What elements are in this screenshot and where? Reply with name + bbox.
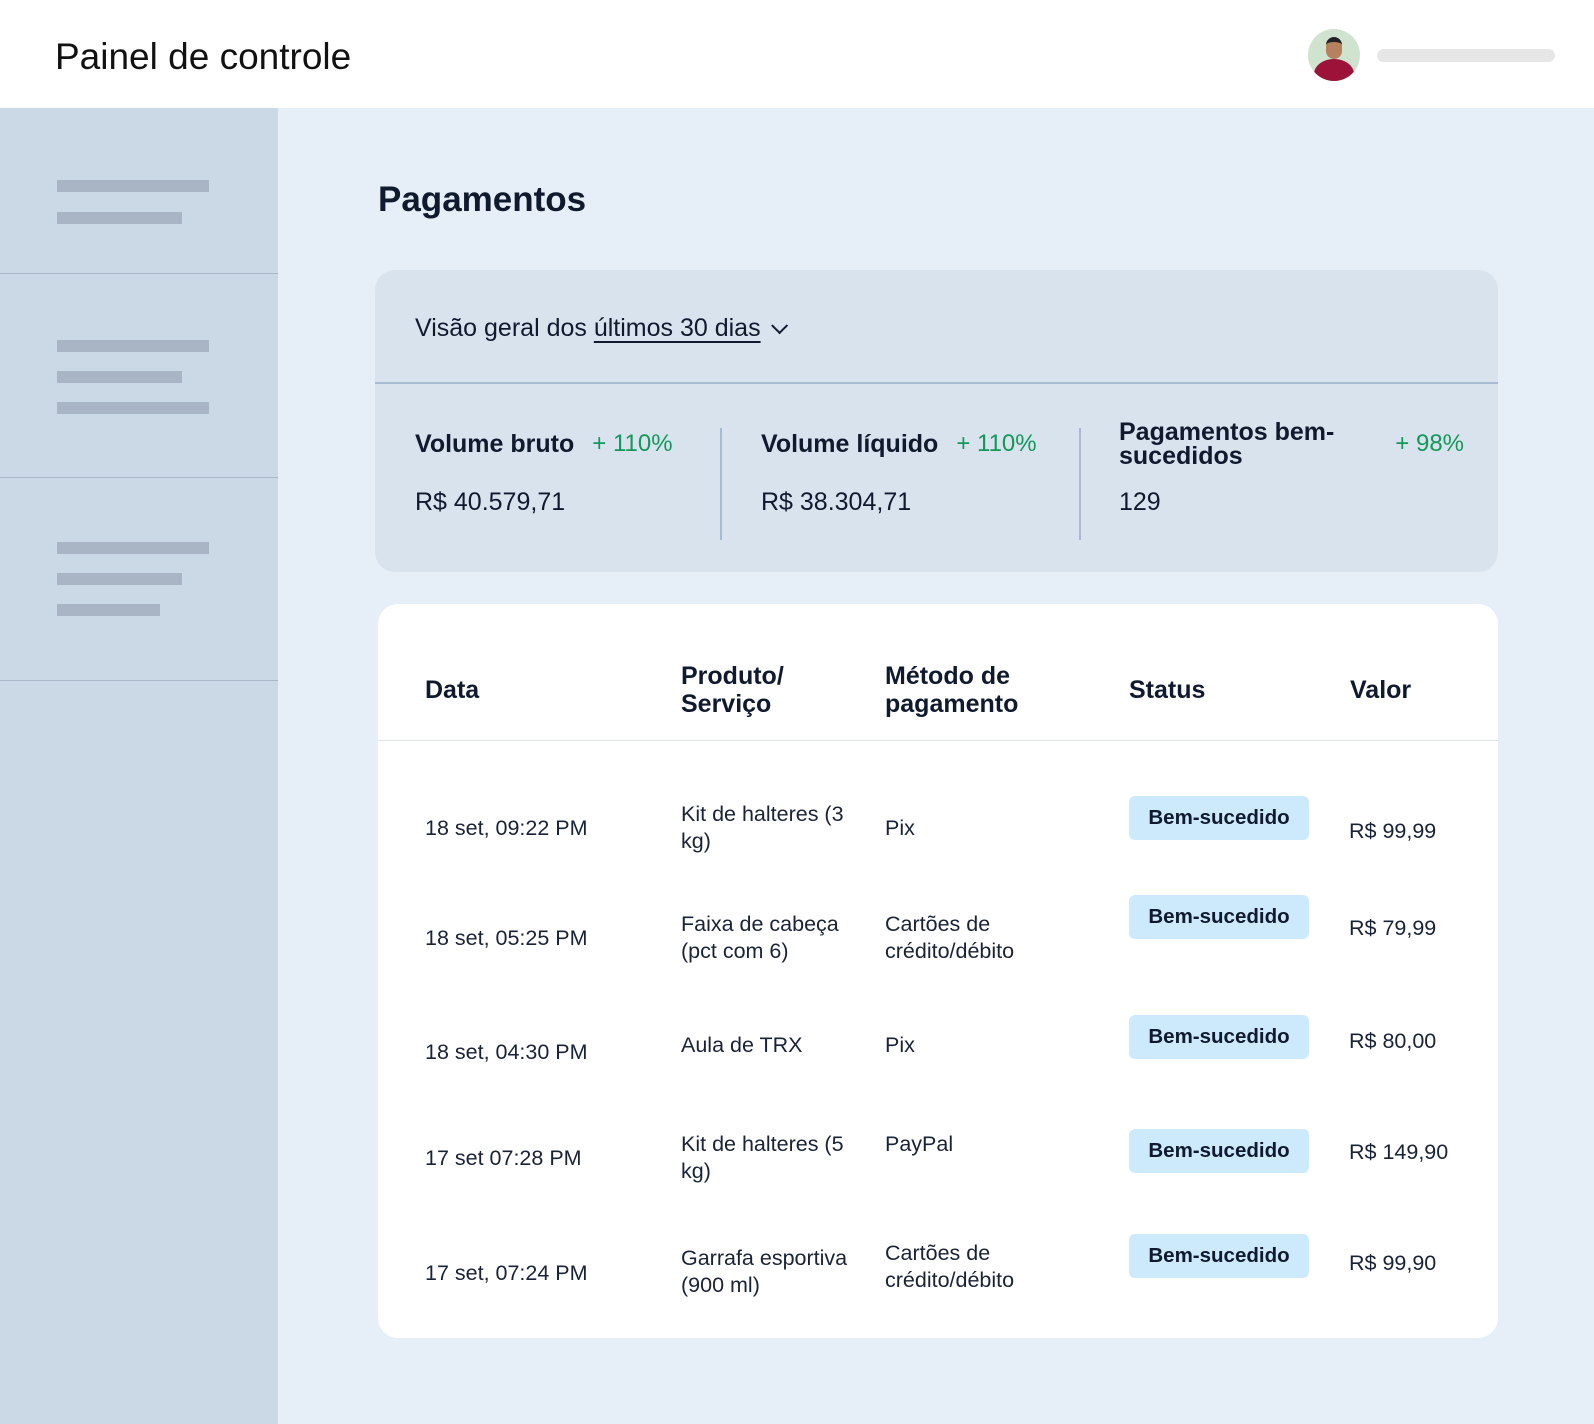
sidebar-section[interactable]	[0, 108, 278, 274]
cell-date: 17 set 07:28 PM	[425, 1146, 582, 1170]
cell-amount: R$ 80,00	[1349, 1029, 1437, 1053]
summary-header: Visão geral dos últimos 30 dias	[375, 270, 1498, 384]
placeholder-line	[57, 402, 209, 414]
period-link[interactable]: últimos 30 dias	[593, 314, 761, 342]
cell-product: Faixa de cabeça (pct com 6)	[681, 912, 839, 963]
period-selector[interactable]: Visão geral dos últimos 30 dias	[415, 314, 788, 343]
metric-value: R$ 38.304,71	[761, 488, 912, 516]
cell-product: Kit de halteres (3 kg)	[681, 802, 844, 853]
cell-method: Cartões de crédito/débito	[885, 1241, 1015, 1292]
cell-date: 18 set, 04:30 PM	[425, 1040, 588, 1064]
cell-date: 18 set, 05:25 PM	[425, 926, 588, 950]
cell-product: Kit de halteres (5 kg)	[681, 1132, 844, 1183]
header-date[interactable]: Data	[425, 676, 480, 704]
cell-product: Garrafa esportiva (900 ml)	[681, 1246, 848, 1297]
header-divider	[378, 740, 1498, 741]
metric-value: R$ 40.579,71	[415, 488, 566, 516]
metric-value: 129	[1119, 488, 1161, 516]
placeholder-line	[57, 212, 182, 224]
payments-table: Data Produto/ Serviço Método de pagament…	[378, 604, 1498, 1338]
metric-label: Volume bruto	[415, 430, 575, 458]
status-badge: Bem-sucedido	[1129, 1234, 1309, 1278]
metric-change: + 110%	[956, 430, 1037, 457]
header-product[interactable]: Produto/ Serviço	[681, 662, 784, 718]
header-method[interactable]: Método de pagamento	[885, 662, 1019, 718]
user-name-placeholder	[1377, 49, 1555, 62]
divider	[1079, 428, 1081, 540]
header-status[interactable]: Status	[1129, 676, 1206, 704]
metric-label: Volume líquido	[761, 430, 939, 458]
cell-product: Aula de TRX	[681, 1033, 803, 1057]
metric-successful-payments: Pagamentos bem-sucedidos + 98% 129	[1119, 418, 1464, 517]
top-bar: Painel de controle	[0, 0, 1594, 108]
cell-amount: R$ 149,90	[1349, 1140, 1449, 1164]
period-prefix: Visão geral dos	[415, 314, 587, 342]
status-badge: Bem-sucedido	[1129, 1015, 1309, 1059]
cell-date: 18 set, 09:22 PM	[425, 816, 588, 840]
cell-date: 17 set, 07:24 PM	[425, 1261, 588, 1285]
placeholder-line	[57, 340, 209, 352]
sidebar-section[interactable]	[0, 478, 278, 681]
status-badge: Bem-sucedido	[1129, 796, 1309, 840]
metric-label: Pagamentos bem-sucedidos	[1119, 418, 1335, 470]
cell-amount: R$ 79,99	[1349, 916, 1437, 940]
summary-card: Visão geral dos últimos 30 dias Volume b…	[375, 270, 1498, 572]
cell-method: PayPal	[885, 1132, 954, 1156]
sidebar	[0, 108, 278, 1424]
page-title: Pagamentos	[378, 180, 587, 219]
metric-change: + 98%	[1395, 430, 1464, 457]
placeholder-line	[57, 542, 209, 554]
chevron-down-icon[interactable]	[770, 317, 788, 335]
metric-change: + 110%	[592, 430, 673, 457]
status-badge: Bem-sucedido	[1129, 895, 1309, 939]
cell-method: Cartões de crédito/débito	[885, 912, 1015, 963]
header-amount[interactable]: Valor	[1350, 676, 1412, 704]
metric-gross-volume: Volume bruto + 110% R$ 40.579,71	[415, 430, 705, 517]
cell-amount: R$ 99,99	[1349, 819, 1437, 843]
placeholder-line	[57, 573, 182, 585]
cell-amount: R$ 99,90	[1349, 1251, 1437, 1275]
user-avatar-icon[interactable]	[1308, 29, 1360, 81]
placeholder-line	[57, 371, 182, 383]
metric-net-volume: Volume líquido + 110% R$ 38.304,71	[761, 430, 1061, 517]
app-title: Painel de controle	[55, 36, 352, 77]
placeholder-line	[57, 180, 209, 192]
placeholder-line	[57, 604, 160, 616]
cell-method: Pix	[885, 816, 915, 840]
cell-method: Pix	[885, 1033, 915, 1057]
status-badge: Bem-sucedido	[1129, 1129, 1309, 1173]
sidebar-section[interactable]	[0, 274, 278, 478]
divider	[720, 428, 722, 540]
